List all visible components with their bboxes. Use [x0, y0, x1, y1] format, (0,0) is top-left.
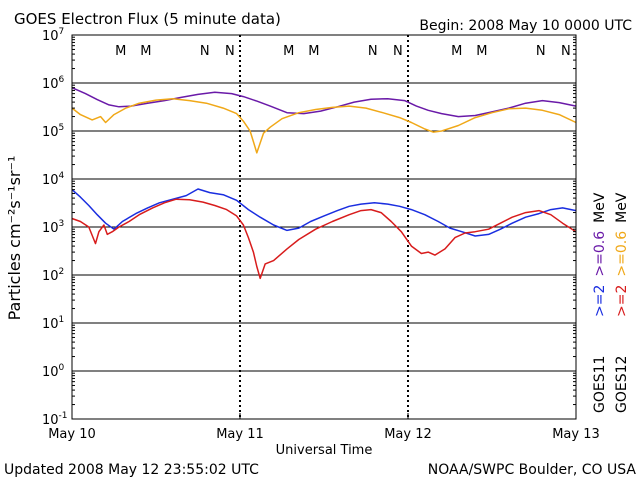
y-tick-label-1e0: 100: [42, 363, 65, 380]
marker-n-11: N: [561, 44, 571, 59]
marker-n-2: N: [200, 44, 210, 59]
series-g11_2: [71, 188, 577, 237]
goes12-legend-entries: >=2 >=0.6 MeV: [614, 192, 630, 317]
y-tick-label-1e6: 106: [42, 75, 65, 92]
marker-n-6: N: [368, 44, 378, 59]
marker-m-5: M: [308, 44, 319, 59]
legend-goes12-2mev: >=2: [614, 285, 630, 317]
marker-m-9: M: [476, 44, 487, 59]
marker-m-4: M: [283, 44, 294, 59]
x-tick-label-day2: May 12: [384, 427, 432, 442]
marker-n-10: N: [536, 44, 546, 59]
goes11-label: GOES11: [592, 356, 608, 413]
begin-label: Begin: 2008 May 10 0000 UTC: [419, 18, 632, 34]
x-tick-label-day1: May 11: [216, 427, 264, 442]
x-axis-label: Universal Time: [276, 443, 373, 458]
y-tick-label-1e7: 107: [42, 27, 64, 44]
y-tick-label-1e2: 102: [42, 267, 64, 284]
goes11-legend: GOES11 >=2 >=0.6 MeV: [592, 192, 608, 413]
x-axis-ticks: May 10 May 11 May 12 May 13: [48, 413, 600, 442]
legend-goes12-06mev: >=0.6: [614, 231, 630, 277]
x-tick-label-day3: May 13: [552, 427, 600, 442]
marker-n-3: N: [225, 44, 235, 59]
goes12-label: GOES12: [614, 356, 630, 413]
y-axis-label: Particles cm⁻²s⁻¹sr⁻¹: [5, 156, 24, 321]
goes11-legend-entries: >=2 >=0.6 MeV: [592, 192, 608, 317]
legend-goes11-06mev: >=0.6: [592, 231, 608, 277]
legend-goes11-unit: MeV: [592, 192, 608, 223]
day-boundary-ticks: [239, 35, 409, 419]
agency-credit: NOAA/SWPC Boulder, CO USA: [428, 462, 637, 478]
updated-timestamp: Updated 2008 May 12 23:55:02 UTC: [4, 462, 259, 478]
series-g12_2: [71, 198, 577, 280]
legend-goes11-2mev: >=2: [592, 285, 608, 317]
marker-n-7: N: [393, 44, 403, 59]
marker-m-0: M: [115, 44, 126, 59]
y-tick-label-1e-1: 10-1: [42, 411, 68, 428]
x-tick-label-day0: May 10: [48, 427, 96, 442]
y-tick-label-1e5: 105: [42, 123, 64, 140]
series-g12_06: [71, 97, 577, 154]
grid-lines: [72, 82, 576, 372]
y-tick-label-1e3: 103: [42, 219, 64, 236]
marker-m-1: M: [140, 44, 151, 59]
y-tick-label-1e4: 104: [42, 171, 65, 188]
series-g11_06: [71, 87, 577, 118]
series-lines: [71, 87, 577, 280]
marker-m-8: M: [451, 44, 462, 59]
legend-goes12-unit: MeV: [614, 192, 630, 223]
chart-title: GOES Electron Flux (5 minute data): [14, 10, 281, 28]
y-tick-label-1e1: 101: [42, 315, 64, 332]
goes12-legend: GOES12 >=2 >=0.6 MeV: [614, 192, 630, 413]
